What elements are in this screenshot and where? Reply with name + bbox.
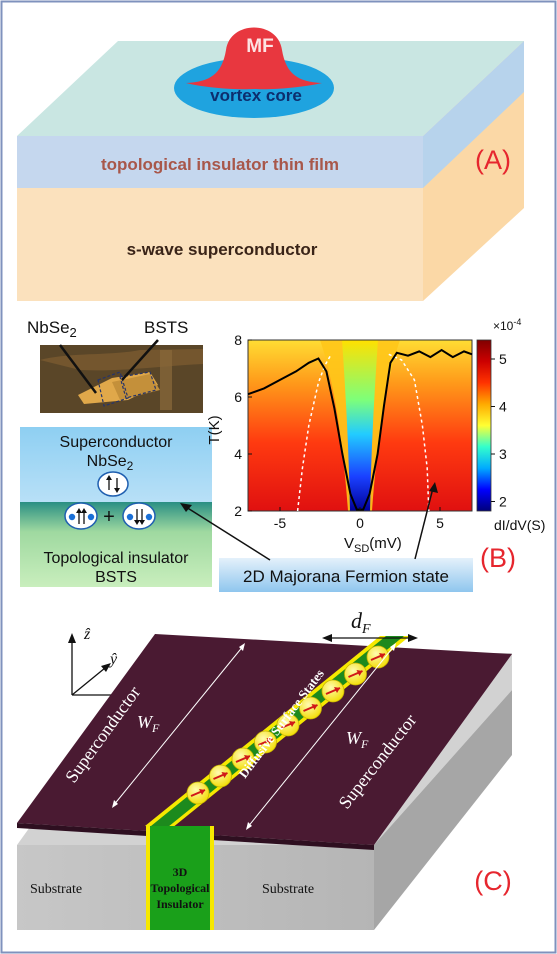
y-tick-label: 6: [234, 389, 242, 405]
substrate-side: [374, 690, 512, 930]
colorbar-bar: [476, 339, 492, 512]
panel-c-tag: (C): [474, 866, 511, 896]
ti-film-layer: [17, 136, 423, 188]
x-axis-label: VSD(mV): [344, 535, 402, 555]
surface-state-dot: [186, 781, 210, 805]
panel-c: ẑ ŷ x̂ Superconductor Superconductor Dif…: [17, 608, 512, 930]
majorana-state-box: [219, 558, 473, 592]
heatmap-features: [320, 340, 400, 511]
x-tick-label: 0: [356, 515, 364, 531]
ti-label-1: 3D: [173, 865, 188, 879]
bsts-label: BSTS: [144, 318, 188, 337]
majorana-arrow-left: [185, 506, 271, 561]
surface-state-dot: [299, 696, 322, 720]
x-tick-label: 5: [436, 515, 444, 531]
y-tick-label: 4: [234, 446, 242, 462]
colorbar-multiplier: ×10-4: [493, 317, 521, 333]
substrate-right-label: Substrate: [262, 882, 314, 897]
majorana-arrow-right: [414, 487, 434, 560]
nbse2-label: NbSe2: [27, 318, 77, 340]
panel-a-tag: (A): [475, 145, 511, 175]
substrate-left-label: Substrate: [30, 882, 82, 897]
y-axis-label: T(K): [206, 415, 223, 444]
wf-left-label: WF: [137, 712, 160, 735]
plus-sign: +: [103, 506, 115, 528]
nbse2-pointer: [59, 344, 97, 394]
ti-block-front: [146, 826, 214, 930]
ti-box-label-2: BSTS: [95, 569, 137, 586]
wf-right-arrow: [246, 644, 396, 829]
wf-right-label: WF: [346, 728, 369, 751]
colorbar-tick-label: 3: [499, 446, 507, 462]
panel-b: NbSe2 BSTS Superconductor NbSe2 Topologi…: [20, 317, 545, 592]
dIdV-overlay-curve: [247, 348, 473, 511]
panel-a: MF vortex core topological insulator thi…: [17, 27, 524, 301]
surface-state-dot: [276, 713, 300, 737]
ti-film-label: topological insulator thin film: [101, 155, 339, 174]
spin-down-pair-icon: [122, 502, 156, 530]
surface-state-dot: [231, 747, 255, 771]
gap-boundary-line: [296, 353, 430, 512]
sc-box-label-1: Superconductor: [60, 434, 174, 451]
colorbar-tick-label: 5: [499, 351, 507, 367]
x-axis-ticks: -5 0 5: [274, 507, 444, 531]
y-axis-ticks: 2 4 6 8: [234, 332, 252, 519]
heatmap-gap-core: [342, 340, 378, 511]
cooper-pair-icon: [97, 471, 129, 497]
colorbar: 2 3 4 5 ×10-4 dI/dV(S): [476, 317, 545, 533]
panel-b-tag: (B): [480, 543, 516, 573]
x-tick-label: -5: [274, 515, 287, 531]
y-axis-label-c: ŷ: [108, 651, 118, 668]
vortex-label: vortex core: [210, 86, 302, 105]
surface-state-dot: [366, 645, 390, 669]
ti-label-3: Insulator: [156, 897, 204, 911]
surface-state-dot: [344, 662, 367, 686]
df-label: dF: [351, 608, 371, 637]
colorbar-tick-label: 2: [499, 494, 507, 510]
ti-label-2: Topological: [151, 881, 211, 895]
majorana-peak: [186, 27, 322, 90]
heatmap-plot: -5 0 5 2 4 6 8 T(K) VSD(mV): [206, 332, 473, 555]
surface-state-dots: [186, 645, 390, 805]
y-tick-label: 8: [234, 332, 242, 348]
spin-up-pair-icon: [64, 502, 98, 530]
sc-box-label-2: NbSe2: [87, 453, 134, 473]
majorana-state-label: 2D Majorana Fermion state: [243, 567, 449, 586]
colorbar-label: dI/dV(S): [494, 517, 545, 533]
sc-layer-label: s-wave superconductor: [127, 240, 318, 259]
surface-state-dot: [254, 730, 277, 754]
ti-box: [20, 502, 212, 587]
flake-bsts: [112, 374, 160, 400]
y-tick-label: 2: [234, 503, 242, 519]
colorbar-tick-label: 4: [499, 399, 507, 415]
surface-state-dot: [209, 764, 232, 788]
slab-side-ti: [423, 41, 524, 188]
surface-state-dot: [321, 679, 345, 703]
colorbar-ticks: 2 3 4 5: [491, 351, 507, 510]
wf-left-arrow: [112, 644, 245, 807]
bsts-pointer: [121, 339, 159, 381]
mf-label: MF: [246, 36, 273, 57]
sc-layer: [17, 188, 423, 301]
ti-box-label-1: Topological insulator: [44, 550, 190, 567]
z-axis-label: ẑ: [83, 626, 91, 643]
